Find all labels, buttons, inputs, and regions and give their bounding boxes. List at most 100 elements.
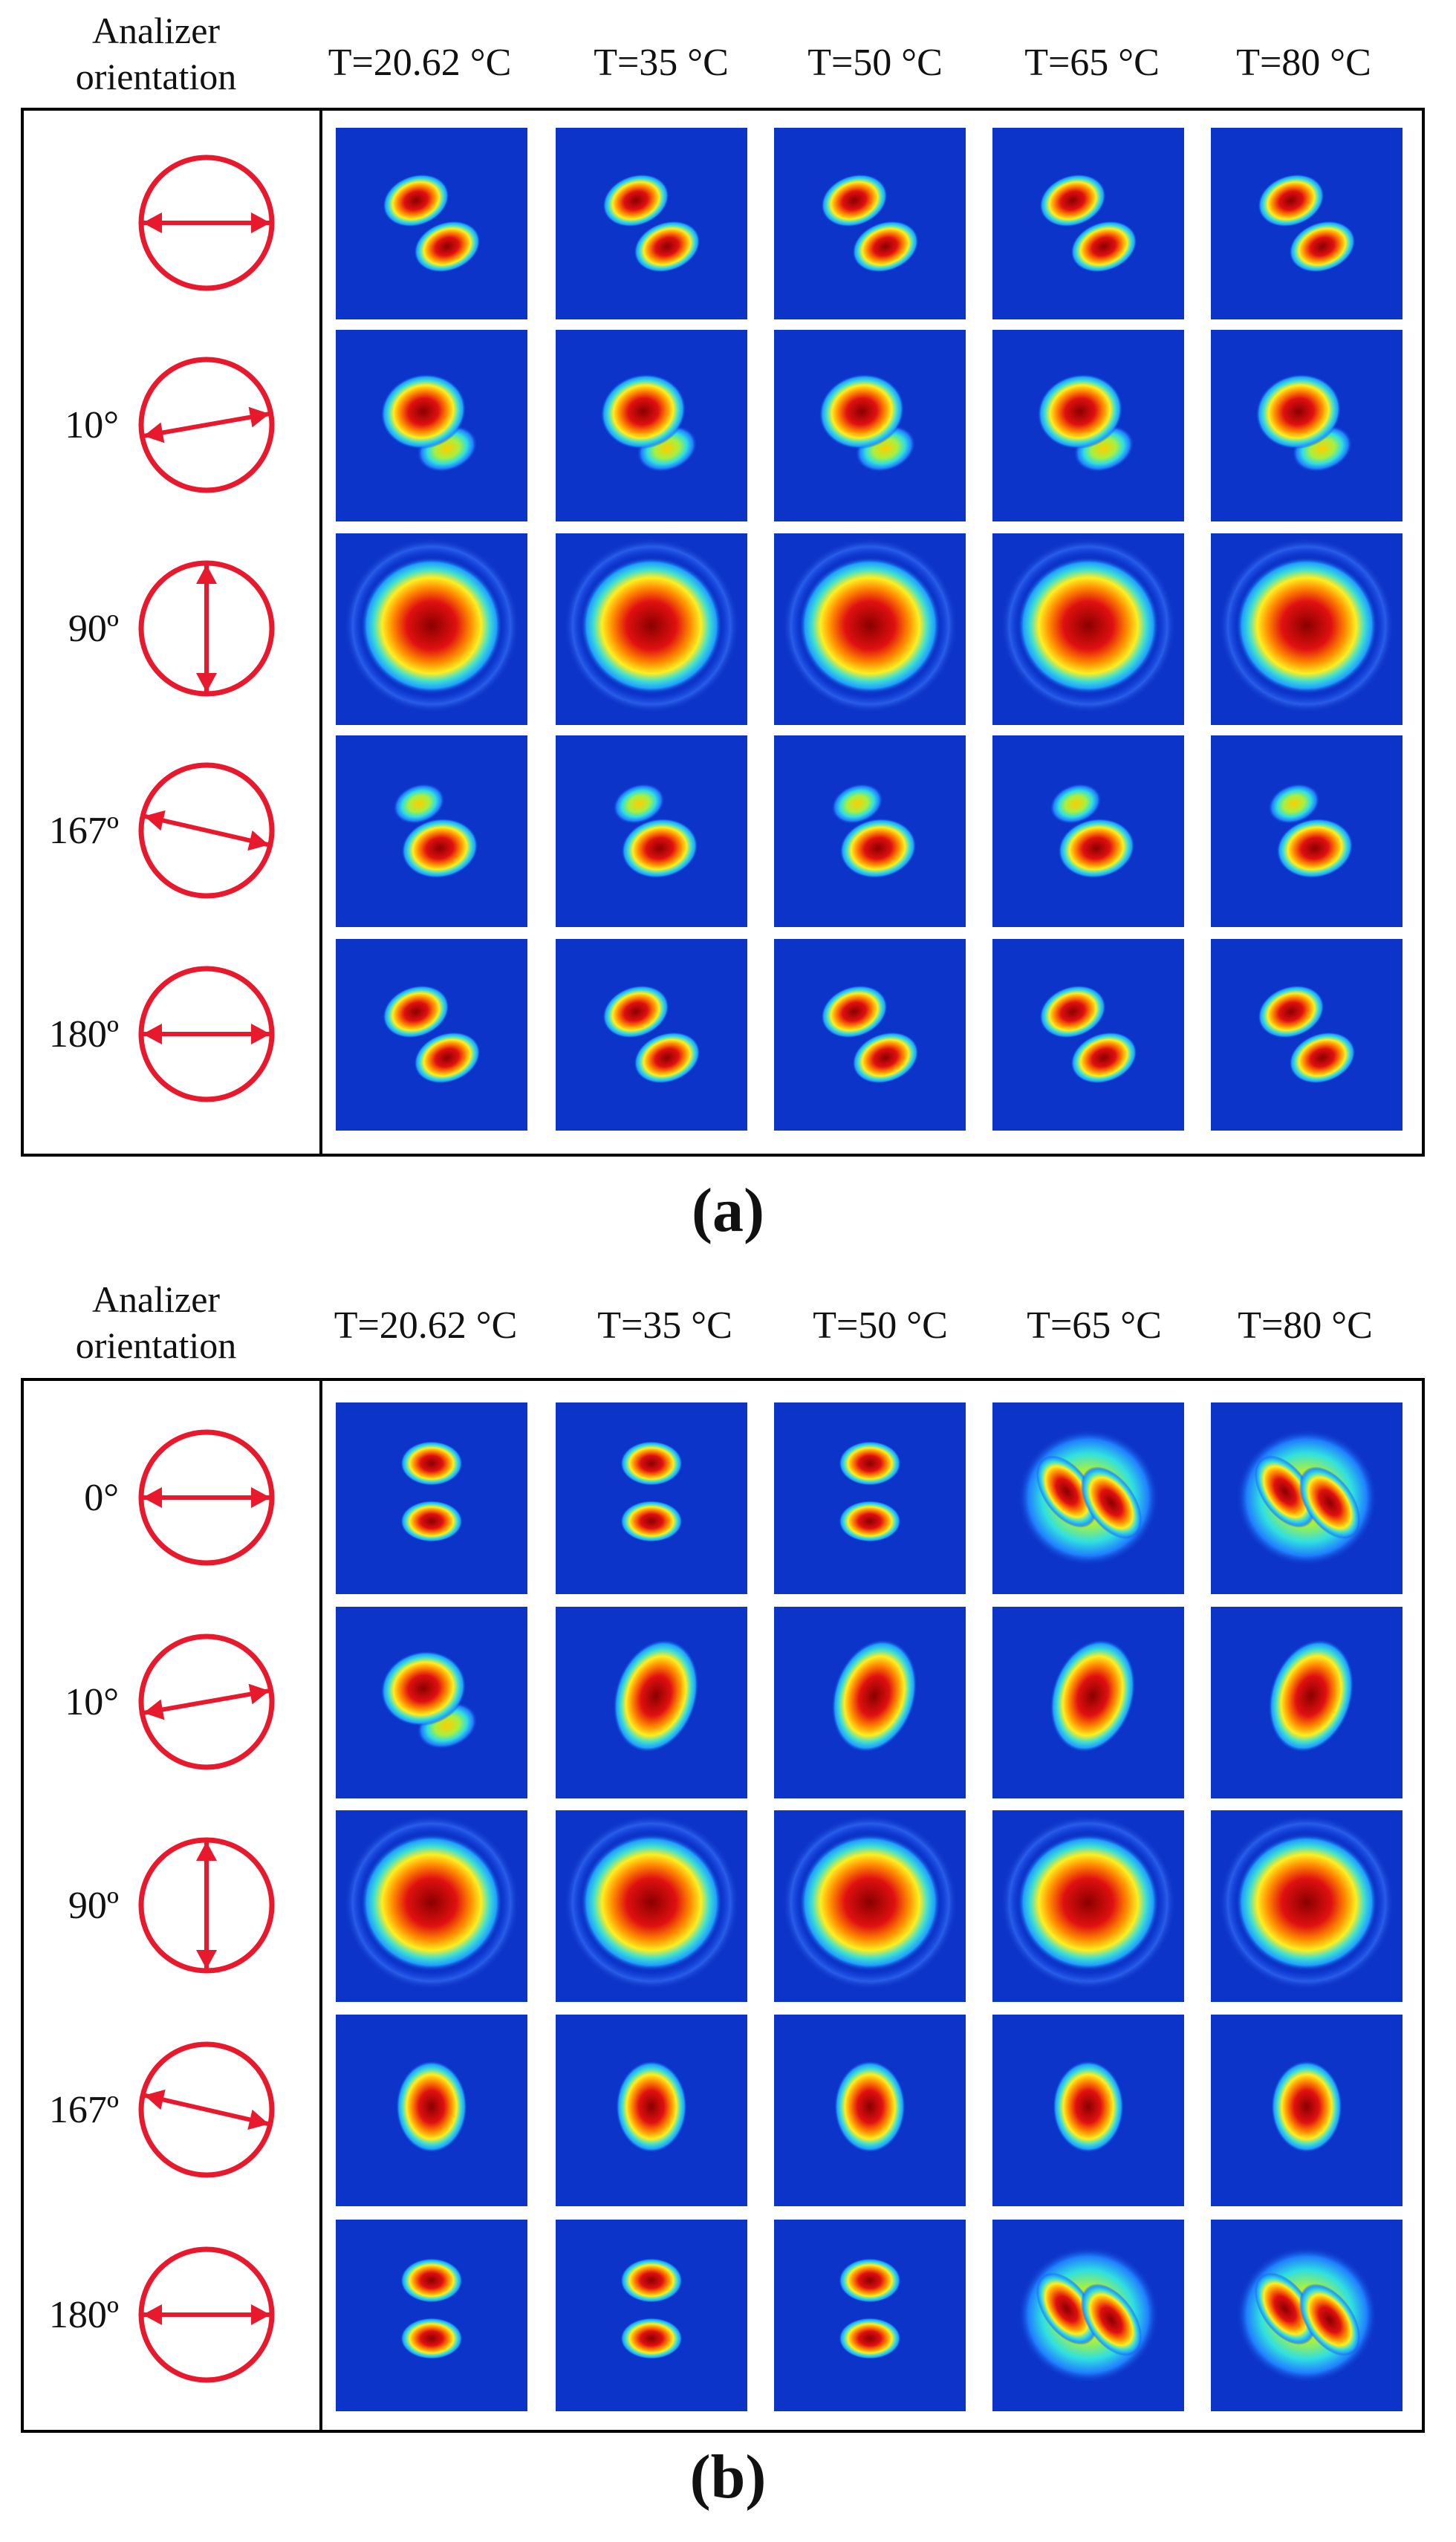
beam-intensity-profile [774, 2220, 966, 2411]
beam-image [336, 2220, 527, 2411]
analyzer-orientation-icon [134, 2242, 279, 2387]
lower-lobe [1070, 221, 1137, 273]
lower-lobe [414, 1032, 481, 1084]
kidney-spot [613, 1639, 699, 1753]
beam-intensity-profile [556, 128, 747, 319]
beam-intensity-profile [336, 330, 527, 521]
beam-intensity-profile [774, 735, 966, 927]
upper-lobe [383, 174, 449, 227]
central-spot [581, 557, 722, 694]
faint-upper-lobe [1050, 783, 1102, 825]
beam-intensity-profile [1211, 735, 1403, 927]
beam-image [1211, 1810, 1403, 2002]
analyzer-circle [138, 762, 275, 899]
upper-lobe [620, 2258, 683, 2303]
right-lobe [1080, 1466, 1143, 1539]
analyzer-circle [138, 155, 275, 291]
beam-image [1211, 1402, 1403, 1594]
beam-image [992, 735, 1184, 927]
beam-intensity-profile [1211, 2015, 1403, 2206]
beam-intensity-profile [1211, 2220, 1403, 2411]
beam-image [1211, 735, 1403, 927]
beam-image [992, 1402, 1184, 1594]
temperature-header: T=35 °C [597, 1304, 732, 1347]
upper-lobe [602, 985, 669, 1038]
beam-intensity-profile [992, 1402, 1184, 1594]
analyzer-angle-label: 90º [68, 608, 119, 650]
upper-lobe [821, 174, 888, 227]
polarization-axis [143, 813, 270, 848]
beam-image [336, 2015, 527, 2206]
analyzer-angle-label: 180º [48, 2294, 119, 2336]
temperature-header: T=20.62 °C [334, 1304, 518, 1347]
analyzer-angle-label: 90º [68, 1885, 119, 1927]
beam-intensity-profile [336, 735, 527, 927]
beam-image [992, 533, 1184, 725]
right-lobe [1299, 1466, 1361, 1539]
beam-image [1211, 2220, 1403, 2411]
beam-image [992, 128, 1184, 319]
analyzer-circle [138, 357, 275, 493]
beam-intensity-profile [774, 128, 966, 319]
beam-image [556, 1810, 747, 2002]
upper-lobe [1039, 985, 1106, 1038]
grid-divider [319, 108, 322, 1157]
beam-image [774, 939, 966, 1131]
beam-intensity-profile [992, 1810, 1184, 2002]
analyzer-circle [138, 2041, 275, 2178]
arrowhead [251, 212, 270, 233]
beam-intensity-profile [774, 1607, 966, 1798]
oval-spot [396, 2061, 467, 2153]
lower-lobe [634, 1032, 701, 1084]
beam-intensity-profile [992, 2220, 1184, 2411]
central-spot [361, 1834, 502, 1971]
beam-intensity-profile [992, 533, 1184, 725]
arrowhead [196, 673, 217, 692]
upper-lobe [400, 2258, 463, 2303]
temperature-header: T=80 °C [1238, 1304, 1373, 1347]
beam-image [336, 735, 527, 927]
beam-intensity-profile [774, 533, 966, 725]
oval-spot [1053, 2061, 1124, 2153]
lower-lobe [1058, 818, 1135, 879]
kidney-spot [1268, 1639, 1354, 1753]
beam-intensity-profile [556, 1402, 747, 1594]
temperature-header: T=35 °C [594, 42, 729, 84]
beam-image [992, 1607, 1184, 1798]
lower-lobe [620, 2318, 683, 2359]
upper-lobe [1039, 174, 1106, 227]
central-spot [1236, 1834, 1377, 1971]
upper-lobe [819, 374, 905, 449]
arrowhead [143, 1487, 162, 1508]
beam-intensity-profile [336, 1607, 527, 1798]
temperature-header: T=65 °C [1024, 42, 1160, 84]
faint-upper-lobe [393, 783, 445, 825]
beam-image [556, 330, 747, 521]
beam-image [556, 533, 747, 725]
beam-intensity-profile [774, 1402, 966, 1594]
beam-intensity-profile [1211, 939, 1403, 1131]
polarization-axis [143, 1688, 270, 1715]
analyzer-circle [138, 966, 275, 1102]
beam-image [336, 1810, 527, 2002]
beam-image [1211, 330, 1403, 521]
beam-image [556, 128, 747, 319]
arrowhead [196, 565, 217, 584]
kidney-spot [831, 1639, 917, 1753]
beam-intensity-profile [336, 533, 527, 725]
temperature-header: T=20.62 °C [328, 42, 512, 84]
arrowhead [248, 406, 270, 428]
analyzer-circle [138, 1634, 275, 1770]
lower-lobe [620, 1501, 683, 1542]
upper-lobe [620, 1441, 683, 1486]
upper-lobe [1258, 985, 1325, 1038]
beam-image [1211, 939, 1403, 1131]
lower-lobe [1070, 1032, 1137, 1084]
central-spot [1236, 557, 1377, 694]
temperature-header: T=80 °C [1236, 42, 1371, 84]
lower-lobe [1289, 1032, 1356, 1084]
beam-image [336, 128, 527, 319]
analyzer-circle [138, 1837, 275, 1974]
image-grid-frame [21, 1378, 1425, 2433]
upper-lobe [1258, 174, 1325, 227]
